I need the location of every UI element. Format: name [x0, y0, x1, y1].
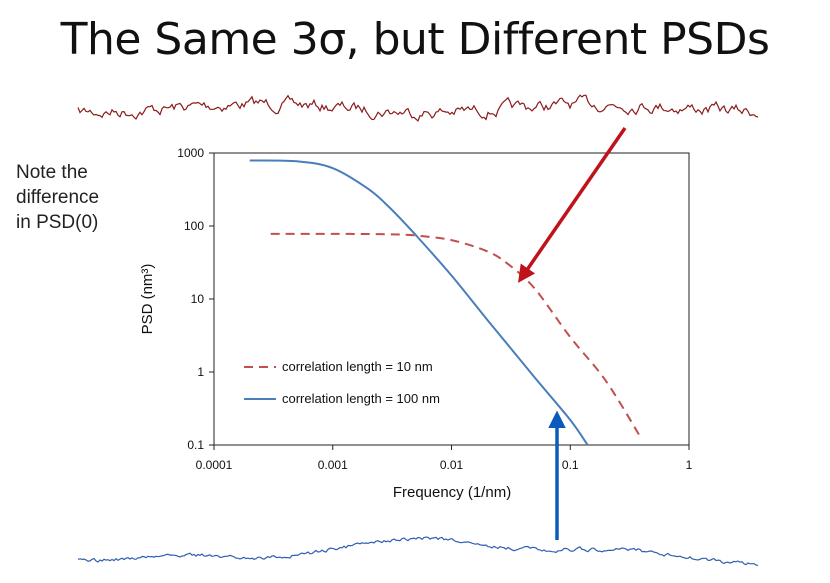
legend-label-10nm: correlation length = 10 nm [282, 359, 433, 374]
slide-title: The Same 3σ, but Different PSDs [60, 14, 770, 65]
y-axis: 0.1 1 10 100 1000 [177, 146, 214, 452]
x-axis: 0.0001 0.001 0.01 0.1 1 [196, 445, 693, 472]
y-tick-label: 1000 [177, 146, 204, 160]
legend-label-100nm: correlation length = 100 nm [282, 391, 440, 406]
x-axis-title: Frequency (1/nm) [393, 484, 511, 501]
note-line: in PSD(0) [16, 212, 99, 233]
x-tick-label: 0.001 [318, 458, 348, 472]
y-tick-label: 10 [191, 292, 205, 306]
note-line: Note the [16, 162, 88, 183]
y-tick-label: 1 [197, 365, 204, 379]
y-tick-label: 100 [184, 219, 204, 233]
y-axis-title: PSD (nm³) [139, 264, 156, 335]
note-line: difference [16, 187, 100, 208]
x-tick-label: 0.0001 [196, 458, 233, 472]
series-line-10nm [270, 232, 643, 440]
x-tick-label: 0.1 [562, 458, 579, 472]
rough-line-profile-100nm [77, 536, 759, 567]
red-arrow [518, 127, 627, 283]
x-tick-label: 0.01 [440, 458, 464, 472]
series-line-100nm [249, 159, 589, 446]
rough-line-profile-10nm [77, 94, 759, 122]
legend: correlation length = 10 nm correlation l… [244, 359, 440, 406]
y-tick-label: 0.1 [187, 438, 204, 452]
x-tick-label: 1 [686, 458, 693, 472]
psd-note: Note the difference in PSD(0) [16, 160, 136, 235]
